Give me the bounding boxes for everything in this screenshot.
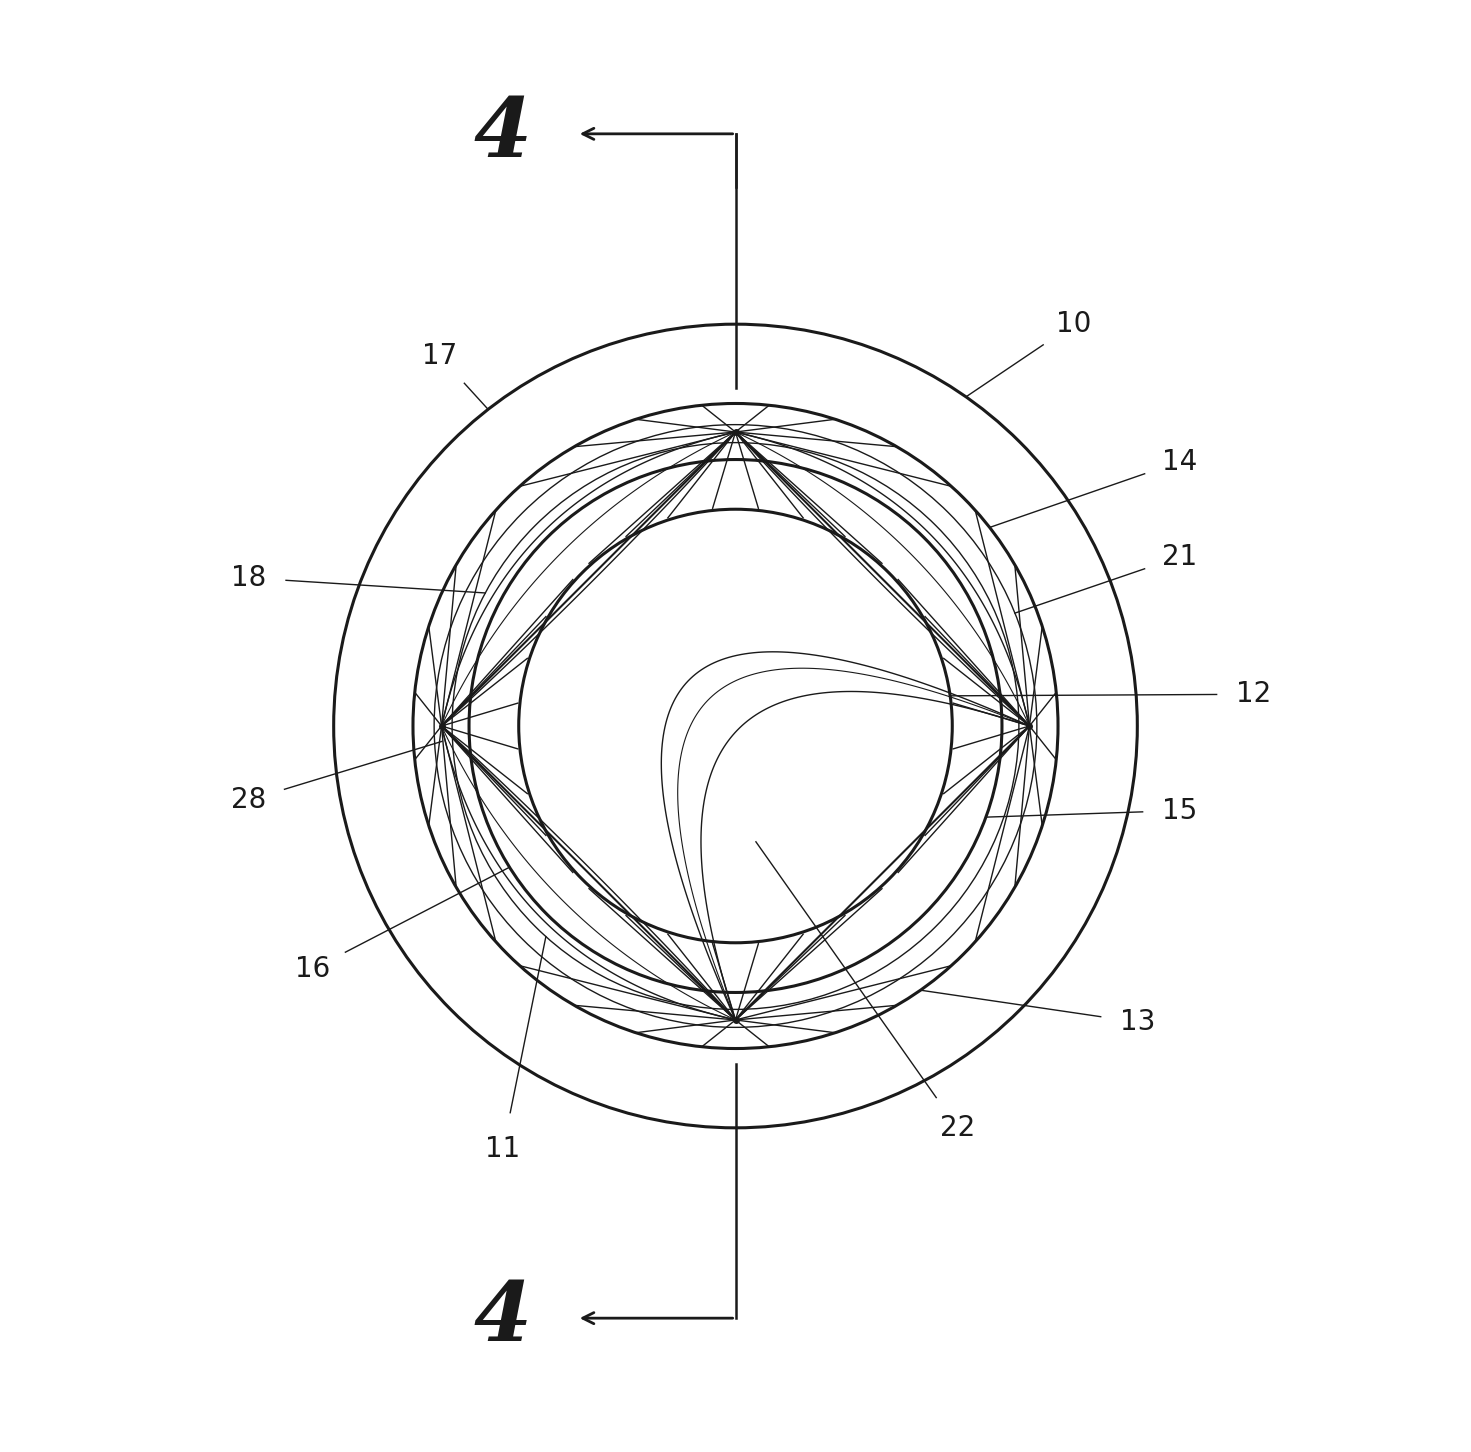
Text: 15: 15: [1162, 797, 1197, 825]
Text: 21: 21: [1162, 543, 1197, 571]
Text: 12: 12: [1236, 681, 1271, 709]
Text: 10: 10: [1056, 311, 1091, 338]
Text: 4: 4: [474, 94, 533, 174]
Text: 17: 17: [422, 341, 457, 370]
Text: 4: 4: [474, 1278, 533, 1358]
Text: 16: 16: [294, 955, 330, 983]
Text: 22: 22: [940, 1114, 975, 1141]
Text: 14: 14: [1162, 447, 1197, 476]
Text: 28: 28: [231, 786, 266, 815]
Text: 18: 18: [231, 563, 266, 592]
Text: 11: 11: [485, 1135, 521, 1163]
Text: 13: 13: [1119, 1008, 1155, 1037]
